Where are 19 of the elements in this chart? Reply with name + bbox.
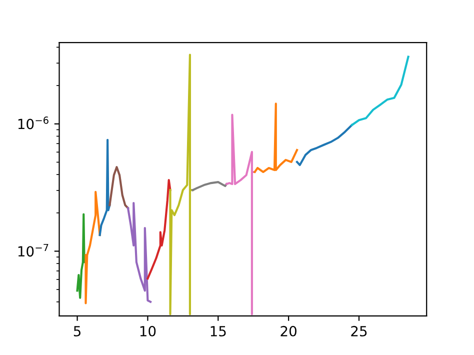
y-tick-label: 10$^{−7}$ [18,244,48,257]
line-series [226,114,256,316]
line-series [146,179,172,280]
line-series [169,54,194,316]
x-tick-label: 5 [74,326,80,336]
x-tick-label: 25 [351,326,367,336]
x-tick-label: 15 [210,326,226,336]
line-series [126,202,152,303]
line-series [84,190,101,304]
line-series [98,138,111,236]
line-series [192,181,228,192]
line-series [76,213,87,299]
x-tick-label: 20 [280,326,296,336]
line-series [350,56,410,126]
x-tick-label: 10 [140,326,156,336]
line-series [108,166,130,210]
y-tick-label: 10$^{−6}$ [18,116,48,130]
line-series [296,124,353,166]
line-series [254,102,298,174]
